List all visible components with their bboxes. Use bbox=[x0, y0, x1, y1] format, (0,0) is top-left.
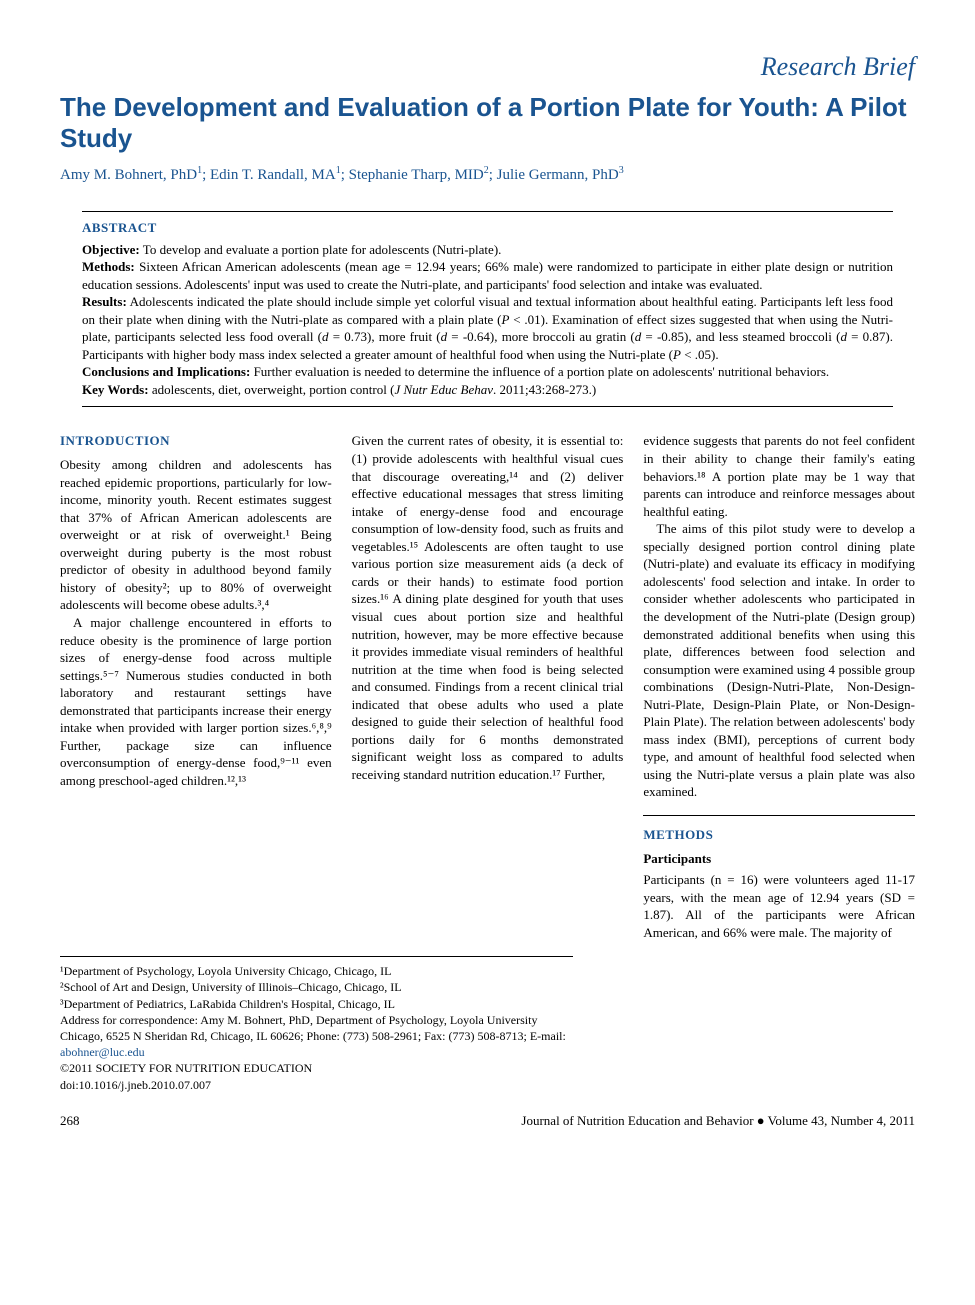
page-footer: 268 Journal of Nutrition Education and B… bbox=[60, 1113, 915, 1130]
conclusions-text: Further evaluation is needed to determin… bbox=[250, 364, 829, 379]
correspondence: Address for correspondence: Amy M. Bohne… bbox=[60, 1012, 573, 1061]
col3-p2: The aims of this pilot study were to dev… bbox=[643, 520, 915, 801]
article-title: The Development and Evaluation of a Port… bbox=[60, 92, 915, 154]
affiliation-3: ³Department of Pediatrics, LaRabida Chil… bbox=[60, 996, 573, 1012]
methods-text: Sixteen African American adolescents (me… bbox=[82, 259, 893, 292]
abstract-heading: ABSTRACT bbox=[82, 220, 893, 237]
col1-p2: A major challenge encountered in efforts… bbox=[60, 614, 332, 789]
col3-p1: evidence suggests that parents do not fe… bbox=[643, 432, 915, 520]
intro-heading: INTRODUCTION bbox=[60, 432, 332, 450]
objective-label: Objective: bbox=[82, 242, 140, 257]
doi: doi:10.1016/j.jneb.2010.07.007 bbox=[60, 1077, 573, 1093]
affiliation-2: ²School of Art and Design, University of… bbox=[60, 979, 573, 995]
results-label: Results: bbox=[82, 294, 127, 309]
correspondence-text: Address for correspondence: Amy M. Bohne… bbox=[60, 1013, 566, 1043]
conclusions-label: Conclusions and Implications: bbox=[82, 364, 250, 379]
participants-heading: Participants bbox=[643, 850, 915, 868]
abstract-box: ABSTRACT Objective: To develop and evalu… bbox=[82, 211, 893, 408]
col2-p1: Given the current rates of obesity, it i… bbox=[352, 432, 624, 783]
results-text: Adolescents indicated the plate should i… bbox=[82, 294, 893, 362]
methods-heading: METHODS bbox=[643, 826, 915, 844]
page-number: 268 bbox=[60, 1113, 80, 1130]
section-label: Research Brief bbox=[60, 50, 915, 84]
correspondence-email[interactable]: abohner@luc.edu bbox=[60, 1045, 145, 1059]
body-columns: INTRODUCTION Obesity among children and … bbox=[60, 432, 915, 941]
col1-p1: Obesity among children and adolescents h… bbox=[60, 456, 332, 614]
column-1: INTRODUCTION Obesity among children and … bbox=[60, 432, 332, 941]
copyright: ©2011 SOCIETY FOR NUTRITION EDUCATION bbox=[60, 1060, 573, 1076]
authors-line: Amy M. Bohnert, PhD1; Edin T. Randall, M… bbox=[60, 164, 915, 186]
methods-label: Methods: bbox=[82, 259, 135, 274]
objective-text: To develop and evaluate a portion plate … bbox=[140, 242, 502, 257]
affiliation-1: ¹Department of Psychology, Loyola Univer… bbox=[60, 963, 573, 979]
affiliations-block: ¹Department of Psychology, Loyola Univer… bbox=[60, 956, 573, 1093]
abstract-body: Objective: To develop and evaluate a por… bbox=[82, 241, 893, 399]
keywords-text: adolescents, diet, overweight, portion c… bbox=[149, 382, 597, 397]
col3-p3: Participants (n = 16) were volunteers ag… bbox=[643, 871, 915, 941]
keywords-label: Key Words: bbox=[82, 382, 149, 397]
column-2: Given the current rates of obesity, it i… bbox=[352, 432, 624, 941]
journal-citation: Journal of Nutrition Education and Behav… bbox=[521, 1113, 915, 1130]
column-3: evidence suggests that parents do not fe… bbox=[643, 432, 915, 941]
